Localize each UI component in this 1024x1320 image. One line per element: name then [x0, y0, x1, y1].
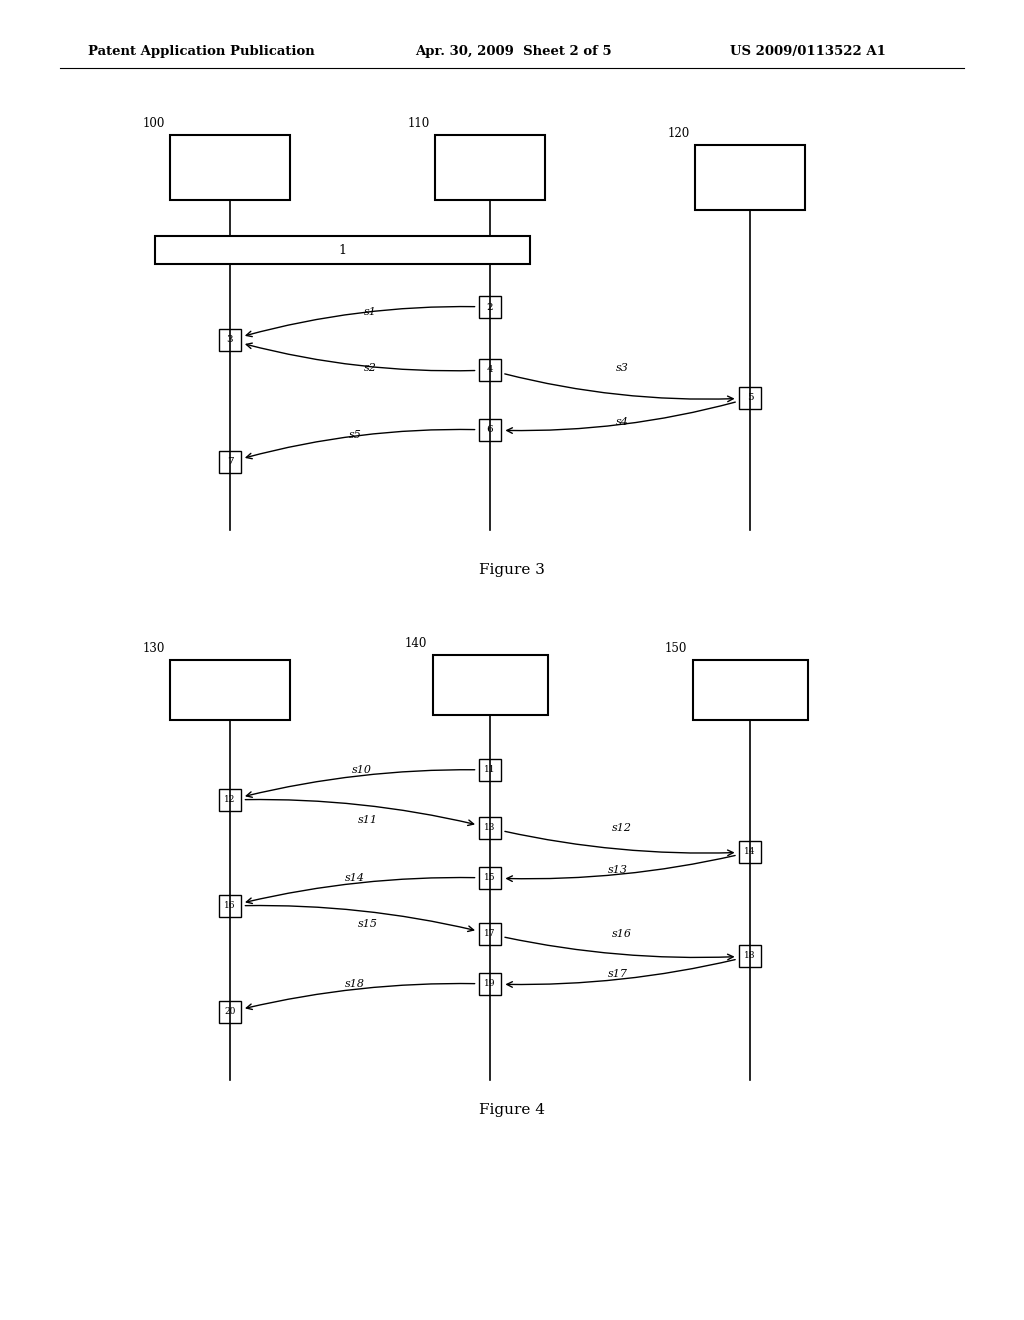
- Text: s10: s10: [352, 766, 372, 775]
- FancyArrowPatch shape: [505, 832, 733, 855]
- Text: 140: 140: [406, 638, 427, 649]
- FancyArrowPatch shape: [247, 878, 475, 903]
- FancyArrowPatch shape: [507, 960, 735, 987]
- Bar: [219, 895, 241, 917]
- Text: Figure 3: Figure 3: [479, 564, 545, 577]
- Bar: [219, 329, 241, 351]
- Bar: [170, 135, 290, 201]
- Bar: [219, 789, 241, 810]
- Text: 18: 18: [744, 952, 756, 961]
- FancyArrowPatch shape: [246, 343, 475, 371]
- Text: s15: s15: [358, 919, 378, 929]
- Bar: [479, 359, 501, 381]
- FancyArrowPatch shape: [247, 770, 475, 797]
- FancyArrowPatch shape: [505, 374, 733, 401]
- Text: s4: s4: [615, 417, 629, 426]
- Text: Apr. 30, 2009  Sheet 2 of 5: Apr. 30, 2009 Sheet 2 of 5: [415, 45, 611, 58]
- Bar: [219, 451, 241, 473]
- Bar: [479, 817, 501, 840]
- Text: 6: 6: [486, 425, 494, 434]
- Bar: [739, 387, 761, 409]
- Text: 5: 5: [746, 393, 754, 403]
- Text: 13: 13: [484, 824, 496, 833]
- Bar: [155, 236, 530, 264]
- Text: 1: 1: [339, 243, 346, 256]
- Text: 3: 3: [226, 335, 233, 345]
- FancyArrowPatch shape: [246, 306, 475, 337]
- Bar: [739, 841, 761, 863]
- FancyArrowPatch shape: [246, 906, 474, 932]
- Bar: [170, 660, 290, 719]
- Text: s11: s11: [358, 814, 378, 825]
- Text: s14: s14: [345, 873, 365, 883]
- Text: s16: s16: [612, 929, 632, 939]
- Text: US 2009/0113522 A1: US 2009/0113522 A1: [730, 45, 886, 58]
- Bar: [479, 923, 501, 945]
- Text: 11: 11: [484, 766, 496, 775]
- Text: Patent Application Publication: Patent Application Publication: [88, 45, 314, 58]
- Bar: [435, 135, 545, 201]
- Text: 2: 2: [486, 302, 494, 312]
- Text: s18: s18: [345, 979, 365, 989]
- Bar: [479, 867, 501, 888]
- Text: 17: 17: [484, 929, 496, 939]
- Bar: [695, 145, 805, 210]
- Text: 14: 14: [744, 847, 756, 857]
- Text: 4: 4: [486, 366, 494, 375]
- Text: s12: s12: [612, 822, 632, 833]
- FancyArrowPatch shape: [507, 855, 735, 882]
- Bar: [739, 945, 761, 968]
- Text: 7: 7: [226, 458, 233, 466]
- Bar: [219, 1001, 241, 1023]
- FancyArrowPatch shape: [505, 937, 733, 960]
- Text: s3: s3: [615, 363, 629, 374]
- Text: 19: 19: [484, 979, 496, 989]
- Text: s13: s13: [608, 865, 628, 875]
- Text: 12: 12: [224, 796, 236, 804]
- FancyArrowPatch shape: [247, 983, 475, 1010]
- Text: 15: 15: [484, 874, 496, 883]
- Text: 110: 110: [408, 117, 430, 129]
- Text: 20: 20: [224, 1007, 236, 1016]
- Text: s2: s2: [364, 363, 377, 374]
- FancyArrowPatch shape: [507, 403, 735, 433]
- Bar: [479, 759, 501, 781]
- Text: s17: s17: [608, 969, 628, 979]
- Text: Figure 4: Figure 4: [479, 1104, 545, 1117]
- Text: 16: 16: [224, 902, 236, 911]
- Bar: [479, 296, 501, 318]
- FancyArrowPatch shape: [246, 429, 475, 459]
- Text: 130: 130: [142, 642, 165, 655]
- Text: 100: 100: [142, 117, 165, 129]
- Text: 150: 150: [666, 642, 687, 655]
- Text: s1: s1: [364, 308, 377, 317]
- FancyArrowPatch shape: [246, 800, 474, 825]
- Text: 120: 120: [668, 127, 690, 140]
- Bar: [479, 973, 501, 995]
- Bar: [479, 418, 501, 441]
- Bar: [692, 660, 808, 719]
- Bar: [432, 655, 548, 715]
- Text: s5: s5: [348, 430, 361, 440]
